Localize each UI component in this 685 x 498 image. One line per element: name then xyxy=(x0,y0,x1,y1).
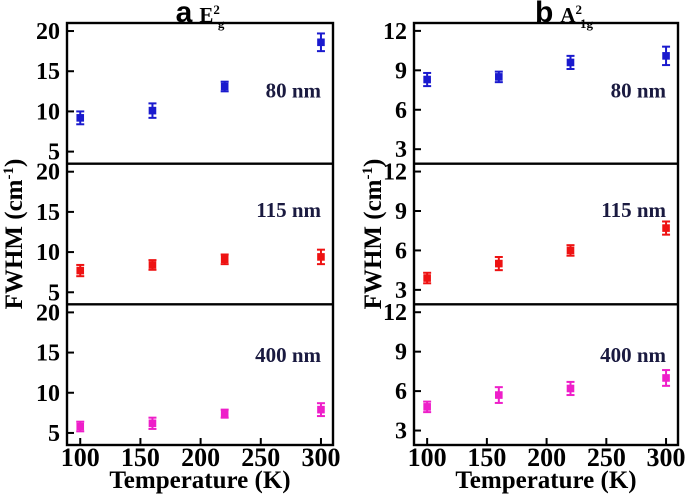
panel-b-x-axis-label: Temperature (K) xyxy=(455,467,637,494)
mode-superscript: 2 xyxy=(575,2,583,17)
panel-a-plot: 5 10 15 20 80 nm 5 10 15 20 115 nm 5 10 15 20 400 nm 10… xyxy=(36,19,340,472)
subplot-b-400nm: 3 6 9 12 400 nm xyxy=(383,300,671,445)
y-tick-label: 15 xyxy=(36,200,60,226)
mode-superscript: 2 xyxy=(213,2,220,17)
y-tick-label: 10 xyxy=(36,381,60,407)
subplot-a-115nm: 5 10 15 20 115 nm xyxy=(36,160,325,306)
series-label: 80 nm xyxy=(266,79,322,103)
panel-b-plot: 3 6 9 12 80 nm 3 6 9 12 115 nm 3 6 9 12 400 nm 100 150 20… xyxy=(383,19,685,472)
y-tick-label: 10 xyxy=(36,240,60,266)
panel-b: b A21g FWHM (cm-1) 3 6 9 12 80 nm 3 6 9 12 115 nm 3… xyxy=(342,0,685,498)
series-label: 400 nm xyxy=(255,343,321,367)
x-tick-label: 250 xyxy=(241,443,280,472)
data-point-marker xyxy=(495,73,503,81)
panel-a-x-axis-label: Temperature (K) xyxy=(109,467,291,494)
plot-frame xyxy=(412,21,680,447)
y-tick-label: 15 xyxy=(36,59,60,85)
panel-a: a E2g FWHM (cm-1) 5 10 15 20 80 nm 5 10 15 20 115 … xyxy=(0,0,342,498)
x-tick-label: 250 xyxy=(587,443,626,472)
data-point-marker xyxy=(317,38,325,47)
data-point-marker xyxy=(423,75,431,84)
y-tick-label: 5 xyxy=(48,280,60,306)
data-point-marker xyxy=(423,403,431,411)
y-tick-label: 20 xyxy=(36,300,60,326)
plot-frame xyxy=(65,21,335,447)
panel-a-letter: a xyxy=(175,0,193,29)
data-point-marker xyxy=(317,405,325,414)
series-label: 115 nm xyxy=(601,198,666,222)
y-tick-label: 10 xyxy=(36,99,60,125)
x-tick-label: 100 xyxy=(61,443,100,472)
data-point-marker xyxy=(495,259,503,268)
series-label: 115 nm xyxy=(256,198,321,222)
data-point-marker xyxy=(76,422,85,431)
data-point-marker xyxy=(566,384,575,393)
data-point-marker xyxy=(566,58,575,67)
series-label: 80 nm xyxy=(611,79,667,103)
y-tick-label: 6 xyxy=(395,98,407,124)
data-point-marker xyxy=(662,52,670,60)
data-point-marker xyxy=(220,409,229,418)
y-tick-label: 9 xyxy=(395,340,407,366)
y-tick-label: 12 xyxy=(383,300,407,326)
data-point-marker xyxy=(76,114,85,122)
subplot-a-80nm: 5 10 15 20 80 nm xyxy=(36,19,325,166)
data-point-marker xyxy=(220,255,229,264)
subplot-b-80nm: 3 6 9 12 80 nm xyxy=(383,19,671,163)
y-tick-label: 20 xyxy=(36,19,60,45)
y-tick-label: 3 xyxy=(395,419,407,445)
mode-base: A xyxy=(560,3,576,27)
data-point-marker xyxy=(220,82,229,91)
subplot-a-400nm: 5 10 15 20 400 nm xyxy=(36,300,325,447)
data-point-marker xyxy=(566,246,575,255)
data-point-marker xyxy=(495,391,503,399)
mode-base: E xyxy=(199,3,214,27)
y-tick-label: 9 xyxy=(395,199,407,225)
data-point-marker xyxy=(662,224,670,232)
x-tick-label: 200 xyxy=(181,443,220,472)
x-tick-label: 200 xyxy=(527,443,566,472)
y-tick-label: 12 xyxy=(383,160,407,186)
y-tick-label: 12 xyxy=(383,19,407,45)
x-tick-label: 150 xyxy=(467,443,506,472)
x-tick-label: 300 xyxy=(647,443,685,472)
panel-b-letter: b xyxy=(535,0,554,29)
x-tick-label: 100 xyxy=(408,443,447,472)
panel-b-title: b A21g xyxy=(432,0,685,31)
y-tick-label: 3 xyxy=(395,278,407,304)
x-tick-label: 300 xyxy=(301,443,340,472)
y-tick-label: 9 xyxy=(395,58,407,84)
y-tick-label: 6 xyxy=(395,238,407,264)
series-label: 400 nm xyxy=(600,343,666,367)
y-tick-label: 15 xyxy=(36,341,60,367)
data-point-marker xyxy=(317,253,325,261)
data-point-marker xyxy=(148,261,157,269)
data-point-marker xyxy=(662,374,670,382)
y-tick-label: 5 xyxy=(48,421,60,447)
data-point-marker xyxy=(423,274,431,282)
x-tick-label: 150 xyxy=(121,443,160,472)
y-tick-label: 6 xyxy=(395,379,407,405)
data-point-marker xyxy=(148,419,157,428)
subplot-b-115nm: 3 6 9 12 115 nm xyxy=(383,160,671,304)
y-tick-label: 3 xyxy=(395,137,407,163)
y-tick-label: 20 xyxy=(36,160,60,186)
y-tick-label: 5 xyxy=(48,140,60,166)
data-point-marker xyxy=(76,266,85,275)
data-point-marker xyxy=(148,106,157,115)
